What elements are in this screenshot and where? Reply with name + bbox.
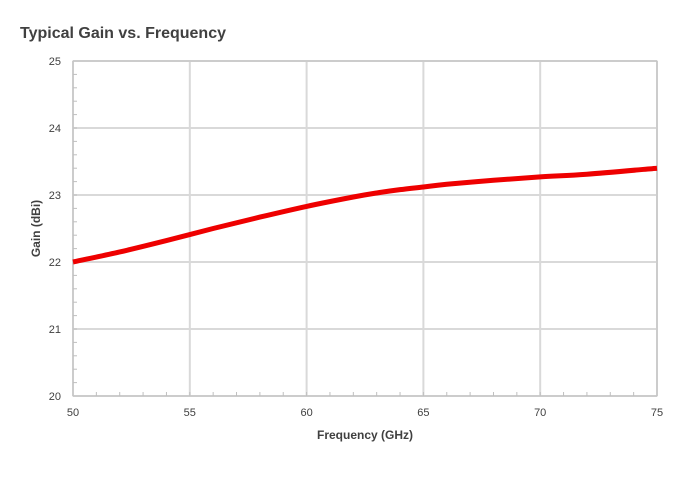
x-axis-title: Frequency (GHz) [317, 428, 413, 442]
x-tick-label-5: 75 [651, 407, 663, 419]
x-tick-label-0: 50 [67, 407, 79, 419]
y-tick-label-3: 23 [49, 190, 61, 202]
x-tick-label-1: 55 [184, 407, 196, 419]
plot-border [72, 60, 658, 397]
y-tick-label-1: 21 [49, 324, 61, 336]
y-tick-label-5: 25 [49, 56, 61, 68]
series-layer [72, 165, 658, 265]
minor-ticks [72, 60, 658, 397]
y-tick-label-2: 22 [49, 257, 61, 269]
y-tick-label-0: 20 [49, 391, 61, 403]
series-line-0 [72, 165, 658, 265]
chart-title: Typical Gain vs. Frequency [20, 25, 226, 42]
y-tick-label-4: 24 [49, 123, 61, 135]
x-tick-label-3: 65 [417, 407, 429, 419]
y-axis-title: Gain (dBi) [29, 200, 43, 257]
y-tick-labels: 20 21 22 23 24 25 [49, 56, 61, 403]
x-tick-labels: 50 55 60 65 70 75 [67, 407, 663, 419]
grid [72, 60, 658, 397]
x-tick-label-2: 60 [300, 407, 312, 419]
x-tick-label-4: 70 [534, 407, 546, 419]
